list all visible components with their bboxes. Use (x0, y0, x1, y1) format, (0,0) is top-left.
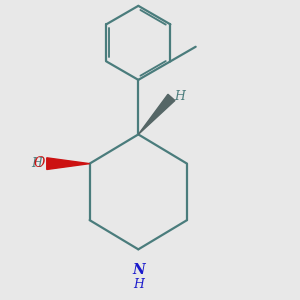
Text: N: N (132, 262, 145, 277)
Text: H: H (133, 278, 144, 291)
Text: H: H (174, 90, 185, 103)
Polygon shape (138, 94, 175, 134)
Polygon shape (47, 158, 90, 170)
Text: O: O (33, 156, 45, 170)
Text: H: H (31, 157, 42, 170)
